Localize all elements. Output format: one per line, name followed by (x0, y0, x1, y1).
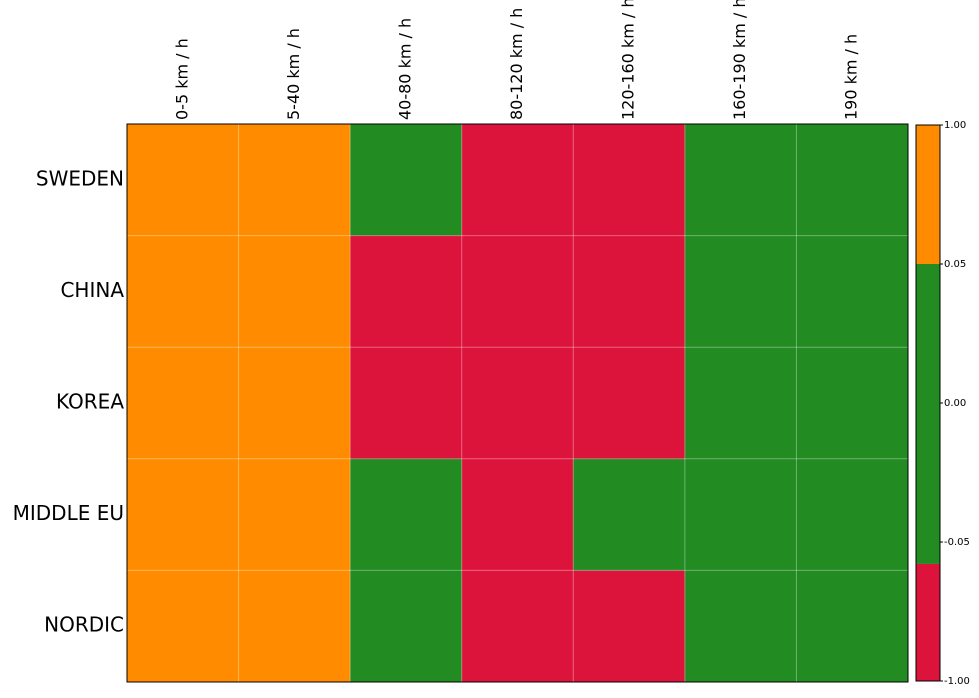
heatmap-cell (573, 570, 686, 683)
heatmap-cell (461, 570, 574, 683)
heatmap-cell (796, 124, 909, 237)
heatmap-cell (796, 458, 909, 571)
heatmap-cell (573, 347, 686, 460)
colorbar-segment (916, 563, 940, 681)
colorbar-tick-label: 1.00 (944, 120, 966, 131)
column-label: 190 km / h (842, 34, 861, 120)
colorbar-tick-label: -0.05 (944, 537, 970, 548)
heatmap-cell (350, 570, 463, 683)
heatmap-cell (350, 458, 463, 571)
heatmap-cell (238, 124, 351, 237)
heatmap-cell (684, 235, 797, 348)
heatmap-cell (127, 347, 240, 460)
colorbar-tick-label: -1.00 (944, 676, 970, 687)
heatmap-cell (684, 570, 797, 683)
heatmap-cell (238, 235, 351, 348)
heatmap-cell (127, 458, 240, 571)
heatmap-cell (350, 347, 463, 460)
heatmap-cell (238, 347, 351, 460)
row-label: CHINA (60, 278, 124, 302)
heatmap-cell (573, 235, 686, 348)
column-label: 5-40 km / h (284, 28, 303, 120)
heatmap-cell (127, 235, 240, 348)
column-label: 0-5 km / h (172, 38, 191, 120)
heatmap-cell (127, 570, 240, 683)
heatmap-cell (573, 124, 686, 237)
heatmap-cell (461, 235, 574, 348)
column-label: 120-160 km / h (619, 0, 638, 120)
column-label: 80-120 km / h (507, 8, 526, 120)
heatmap-cell (238, 570, 351, 683)
heatmap-cell (350, 235, 463, 348)
column-label: 40-80 km / h (395, 18, 414, 120)
colorbar-tick-label: 0.00 (944, 398, 966, 409)
heatmap-cell (461, 458, 574, 571)
heatmap-cell (684, 124, 797, 237)
heatmap-cell (350, 124, 463, 237)
heatmap-cell (461, 124, 574, 237)
column-label: 160-190 km / h (730, 0, 749, 120)
row-label: MIDDLE EU (13, 501, 124, 525)
row-label: NORDIC (44, 613, 124, 637)
heatmap-cell (796, 570, 909, 683)
heatmap-cell (238, 458, 351, 571)
heatmap-cell (796, 347, 909, 460)
row-label: SWEDEN (36, 166, 124, 190)
colorbar-segment (916, 125, 940, 264)
heatmap-cell (461, 347, 574, 460)
heatmap-cell (573, 458, 686, 571)
row-label: KOREA (56, 390, 124, 414)
colorbar-tick-label: 0.05 (944, 259, 966, 270)
colorbar-segment (916, 264, 940, 564)
heatmap-cell (796, 235, 909, 348)
heatmap-cell (684, 458, 797, 571)
plot-frame (126, 123, 909, 683)
heatmap-cell (127, 124, 240, 237)
heatmap-cell (684, 347, 797, 460)
